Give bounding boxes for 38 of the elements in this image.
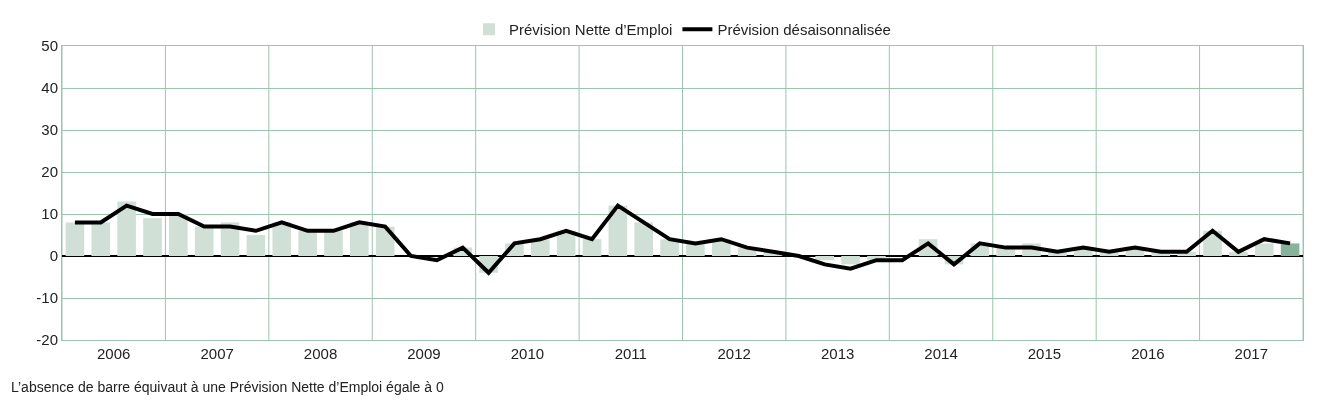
bar	[246, 235, 266, 256]
y-tick-label: 30	[41, 121, 58, 139]
bar	[298, 230, 317, 256]
y-tick-label: -10	[36, 289, 58, 307]
y-tick-label: 50	[41, 37, 58, 55]
x-tick-label: 2017	[1234, 345, 1268, 362]
x-tick-label: 2011	[614, 345, 647, 362]
x-tick-label: 2012	[717, 345, 751, 362]
y-tick-label: 0	[49, 247, 58, 265]
bar	[65, 222, 85, 256]
text: L’absence de barre équivaut à une Prévision Nette d’Emploi égale à 0	[11, 379, 444, 395]
y-tick-label: 20	[41, 163, 58, 181]
y-tick-label: 40	[41, 79, 58, 97]
legend-label: Prévision Nette d’Emploi	[509, 21, 673, 39]
x-tick-label: 2007	[200, 345, 234, 362]
bar	[1254, 243, 1274, 256]
bar	[117, 201, 136, 256]
bar	[91, 222, 111, 256]
x-tick-label: 2016	[1131, 345, 1165, 362]
x-tick-label: 2014	[924, 345, 958, 362]
bar	[815, 256, 835, 261]
y-tick-label: -20	[36, 331, 58, 349]
x-tick-label: 2015	[1027, 345, 1062, 362]
bar	[582, 239, 602, 256]
bar	[1280, 243, 1300, 256]
legend-label: Prévision désaisonnalisée	[717, 21, 891, 39]
bar	[169, 214, 188, 256]
bar	[194, 226, 214, 256]
x-tick-label: 2006	[97, 345, 131, 362]
x-tick-label: 2009	[407, 345, 441, 362]
bar	[841, 256, 860, 265]
bar	[143, 218, 162, 256]
x-tick-label: 2008	[303, 345, 338, 362]
x-tick-label: 2010	[510, 345, 545, 362]
x-tick-label: 2013	[820, 345, 855, 362]
bar	[634, 222, 654, 256]
y-tick-label: 10	[41, 205, 58, 223]
bar	[324, 230, 343, 256]
